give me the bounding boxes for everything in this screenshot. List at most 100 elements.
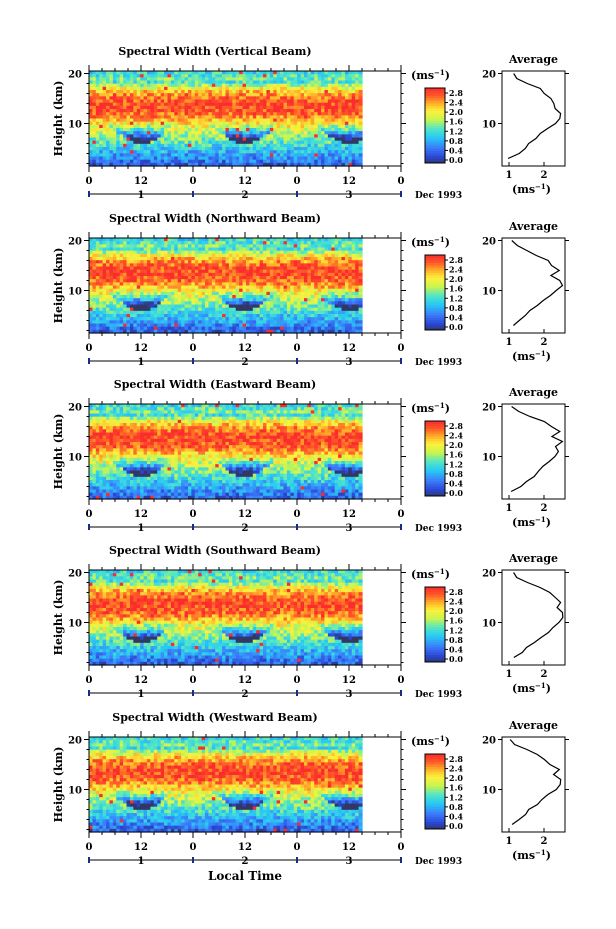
heatmap-cell: [112, 263, 117, 268]
heatmap-cell: [215, 323, 220, 328]
heatmap-cell: [174, 128, 179, 132]
heatmap-cell: [232, 326, 237, 331]
heatmap-cell: [160, 269, 165, 274]
heatmap-cell: [293, 150, 298, 154]
heatmap-cell: [198, 134, 203, 139]
heatmap-cell: [310, 288, 315, 293]
heatmap-cell: [109, 128, 114, 132]
heatmap-cell: [351, 247, 356, 252]
heatmap-cell: [225, 317, 230, 321]
heatmap-cell: [239, 317, 244, 321]
heatmap-cell: [331, 90, 336, 94]
heatmap-cell: [153, 310, 158, 315]
heatmap-cell: [147, 90, 152, 94]
heatmap-cell: [269, 323, 274, 328]
heatmap-cell: [331, 147, 336, 151]
heatmap-cell: [191, 131, 196, 135]
heatmap-cell: [119, 96, 124, 101]
heatmap-cell: [194, 93, 199, 97]
heatmap-cell: [211, 137, 216, 142]
heatmap-cell: [249, 244, 254, 249]
heatmap-cell: [215, 105, 220, 110]
heatmap-cell: [228, 96, 233, 101]
heatmap-cell: [242, 314, 247, 318]
heatmap-cell: [280, 143, 285, 148]
heatmap-cell: [293, 86, 298, 91]
heatmap-cell: [355, 266, 360, 271]
heatmap-cell: [92, 238, 97, 242]
heatmap-cell: [334, 326, 339, 331]
heatmap-cell: [106, 326, 111, 331]
heatmap-cell: [355, 112, 360, 116]
heatmap-cell: [133, 253, 138, 258]
heatmap-cell: [283, 118, 288, 123]
heatmap-cell: [174, 291, 179, 296]
heatmap-cell: [147, 244, 152, 249]
heatmap-cell: [331, 140, 336, 145]
heatmap-cell: [181, 301, 186, 306]
heatmap-cell: [310, 147, 315, 151]
heatmap-cell: [276, 285, 281, 290]
heatmap-cell: [355, 247, 360, 252]
heatmap-cell: [283, 150, 288, 154]
heatmap-cell: [303, 307, 308, 312]
heatmap-cell: [355, 282, 360, 287]
heatmap-cell: [321, 276, 326, 280]
heatmap-cell: [140, 118, 145, 123]
heatmap-cell: [358, 80, 363, 85]
heatmap-cell: [314, 291, 319, 296]
heatmap-cell: [286, 260, 291, 264]
heatmap-cell: [290, 269, 295, 274]
heatmap-cell: [140, 241, 145, 245]
heatmap-cell: [283, 317, 288, 321]
heatmap-cell: [283, 143, 288, 148]
heatmap-cell: [129, 143, 134, 148]
heatmap-cell: [252, 153, 257, 158]
heatmap-cell: [136, 314, 141, 318]
heatmap-cell: [263, 109, 268, 113]
heatmap-cell: [136, 118, 141, 123]
heatmap-cell: [198, 241, 203, 245]
heatmap-cell: [129, 105, 134, 110]
heatmap-cell: [256, 298, 261, 302]
heatmap-cell: [140, 329, 145, 334]
heatmap-cell: [324, 131, 329, 135]
heatmap-cell: [245, 320, 250, 325]
heatmap-cell: [181, 159, 186, 164]
heatmap-cell: [147, 326, 152, 331]
heatmap-cell: [160, 99, 165, 104]
heatmap-cell: [263, 295, 268, 299]
heatmap-cell: [140, 159, 145, 164]
heatmap-cell: [280, 272, 285, 277]
heatmap-cell: [348, 128, 353, 132]
heatmap-cell: [310, 317, 315, 321]
heatmap-cell: [358, 244, 363, 249]
heatmap-cell: [116, 298, 121, 302]
heatmap-cell: [136, 131, 141, 135]
heatmap-cell: [170, 90, 175, 94]
heatmap-cell: [99, 159, 104, 164]
heatmap-cell: [239, 310, 244, 315]
heatmap-cell: [341, 128, 346, 132]
heatmap-cell: [184, 118, 189, 123]
heatmap-cell: [181, 109, 186, 113]
heatmap-cell: [228, 102, 233, 107]
heatmap-cell: [256, 96, 261, 101]
heatmap-cell: [215, 118, 220, 123]
heatmap-cell: [164, 323, 169, 328]
heatmap-cell: [249, 269, 254, 274]
heatmap-cell: [205, 83, 210, 88]
heatmap-cell: [297, 282, 302, 287]
heatmap-cell: [269, 112, 274, 116]
heatmap-cell: [317, 140, 322, 145]
heatmap-cell: [160, 238, 165, 242]
heatmap-cell: [123, 86, 128, 91]
heatmap-cell: [89, 159, 94, 164]
heatmap-cell: [136, 162, 141, 167]
heatmap-cell: [351, 150, 356, 154]
heatmap-cell: [249, 282, 254, 287]
heatmap-cell: [143, 90, 148, 94]
heatmap-cell: [303, 329, 308, 334]
heatmap-cell: [208, 320, 213, 325]
heatmap-cell: [174, 301, 179, 306]
